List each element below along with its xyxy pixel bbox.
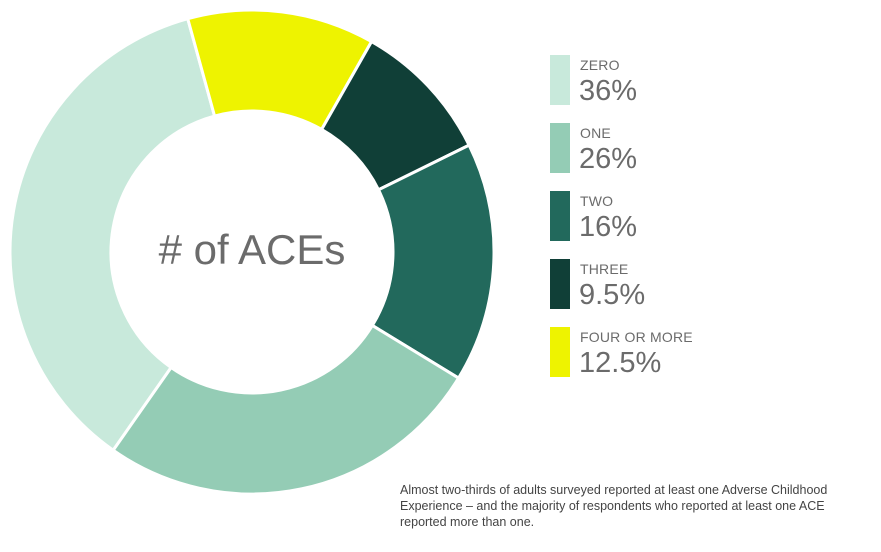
chart-title: # of ACEs [158, 226, 346, 273]
legend-label-one: ONE [580, 125, 611, 141]
legend-swatch-three [550, 259, 570, 309]
legend-value-three: 9.5% [579, 279, 646, 311]
donut-slice-one [111, 323, 461, 496]
donut-chart [8, 8, 496, 496]
legend-value-zero: 36% [579, 75, 638, 107]
legend-label-two: TWO [580, 193, 614, 209]
donut-slice-zero [8, 16, 217, 453]
legend-label-zero: ZERO [580, 57, 620, 73]
legend-value-two: 16% [579, 211, 638, 243]
legend-swatch-two [550, 191, 570, 241]
legend-swatch-four-or-more [550, 327, 570, 377]
legend-value-four-or-more: 12.5% [579, 347, 662, 379]
chart-caption: Almost two-thirds of adults surveyed rep… [400, 483, 828, 529]
legend-swatch-one [550, 123, 570, 173]
legend-label-three: THREE [580, 261, 629, 277]
legend-label-four-or-more: FOUR OR MORE [580, 329, 693, 345]
legend-value-one: 26% [579, 143, 638, 175]
legend-swatch-zero [550, 55, 570, 105]
